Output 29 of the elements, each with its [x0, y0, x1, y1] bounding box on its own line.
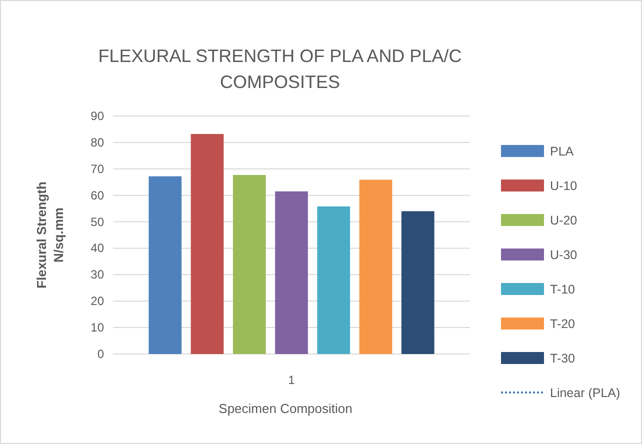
legend-label: Linear (PLA) [550, 386, 620, 400]
legend-label: U-20 [550, 214, 578, 228]
y-tick-label: 10 [90, 320, 104, 335]
y-tick-label: 30 [90, 268, 104, 282]
y-axis-title: Flexural Strength N/sq.mm [34, 181, 66, 288]
bar [359, 180, 392, 354]
bar [190, 134, 224, 354]
legend-label: U-30 [550, 248, 578, 262]
y-tick-label: 20 [90, 294, 104, 308]
bar [317, 206, 350, 354]
y-tick-label: 40 [90, 241, 104, 256]
chart-title: FLEXURAL STRENGTH OF PLA AND PLA/C COMPOSITES [98, 46, 462, 92]
y-tick-label: 50 [90, 214, 104, 229]
bar [148, 176, 182, 354]
bar [275, 191, 308, 354]
y-tick-label: 70 [90, 162, 104, 176]
legend-label: U-10 [550, 179, 578, 193]
legend-label: T-10 [550, 282, 576, 296]
bar [232, 174, 266, 354]
x-axis-title: Specimen Composition [218, 401, 352, 416]
x-tick-label: 1 [288, 373, 296, 387]
legend-label: T-30 [550, 352, 576, 366]
y-tick-label: 60 [90, 188, 104, 202]
y-tick-label: 0 [97, 347, 104, 361]
y-tick-label: 80 [90, 135, 104, 150]
legend-label: PLA [550, 144, 574, 158]
y-tick-label: 90 [90, 109, 104, 123]
legend-label: T-20 [550, 317, 576, 331]
bar [401, 211, 434, 354]
